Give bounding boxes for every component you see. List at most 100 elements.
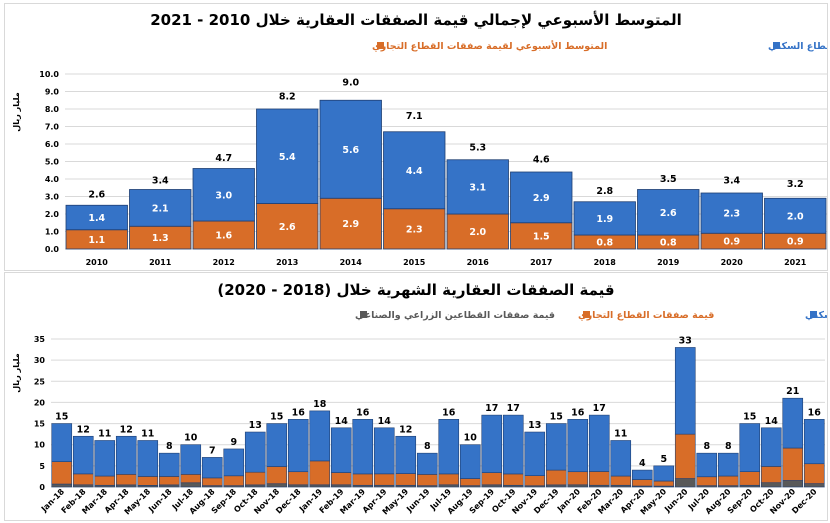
monthly-y-axis-label: مليار ريال: [12, 353, 21, 392]
bar-total-label: 14: [765, 416, 779, 427]
bar-segment: [383, 131, 446, 210]
bar-total-label: 2.6: [88, 190, 105, 201]
segment-value-label: 2.6: [279, 222, 296, 233]
bar-total-label: 8: [703, 441, 710, 452]
bar-total-label: 14: [335, 416, 349, 427]
legend-swatch-monthly-agri: [360, 311, 367, 318]
bar-segment: [573, 201, 636, 236]
bar-segment: [653, 465, 675, 482]
bar-segment: [180, 444, 202, 475]
segment-value-label: 2.0: [787, 211, 804, 222]
segment-value-label: 0.9: [787, 237, 804, 248]
bar-segment: [502, 414, 524, 475]
bar-total-label: 12: [399, 424, 412, 435]
bar-segment: [782, 480, 804, 488]
bar-segment: [803, 419, 825, 465]
x-tick-label: 2019: [657, 258, 680, 267]
y-tick-label: 30: [34, 356, 46, 365]
bar-segment: [760, 466, 782, 484]
legend-swatch-commercial: [377, 42, 384, 49]
bar-total-label: 4.7: [215, 153, 232, 164]
bar-total-label: 5: [660, 454, 667, 465]
bar-total-label: 10: [184, 433, 198, 444]
legend-label-residential: المتوسط الأسبوعي لقيمة صفقات القطاع السك…: [768, 40, 827, 52]
bar-segment: [223, 475, 245, 486]
bar-segment: [309, 484, 331, 488]
bar-total-label: 13: [249, 420, 262, 431]
bar-segment: [94, 440, 116, 477]
bar-segment: [700, 192, 763, 234]
bar-segment: [524, 475, 546, 487]
bar-segment: [696, 452, 718, 478]
bar-segment: [610, 475, 632, 486]
x-tick-label: Jun-18: [146, 487, 174, 515]
bar-segment: [524, 431, 546, 476]
y-tick-label: 5: [39, 462, 45, 471]
legend-swatch-residential: [773, 42, 780, 49]
x-tick-label: 2015: [403, 258, 426, 267]
bar-total-label: 13: [528, 420, 541, 431]
yearly-gridlines: [65, 73, 827, 250]
bar-total-label: 16: [356, 407, 370, 418]
bar-total-label: 8.2: [279, 92, 296, 103]
y-tick-label: 20: [34, 398, 46, 407]
bar-total-label: 16: [292, 407, 306, 418]
bar-segment: [631, 479, 653, 487]
segment-value-label: 2.1: [152, 203, 169, 214]
segment-value-label: 0.8: [596, 238, 613, 249]
bar-segment: [717, 475, 739, 486]
bar-segment: [158, 452, 180, 477]
bar-total-label: 9.0: [342, 78, 359, 89]
x-tick-label: Jun-19: [404, 487, 432, 515]
bar-total-label: 8: [424, 441, 431, 452]
bar-segment: [115, 484, 137, 488]
segment-value-label: 3.1: [469, 182, 486, 193]
bar-segment: [588, 414, 610, 472]
bar-segment: [158, 484, 180, 488]
bar-total-label: 11: [141, 428, 154, 439]
x-tick-label: 2016: [467, 258, 490, 267]
bar-segment: [192, 168, 255, 222]
bar-segment: [502, 473, 524, 486]
bar-segment: [330, 427, 352, 473]
x-tick-label: Jun-20: [662, 487, 690, 515]
monthly-values-chart: قيمة الصفقات العقارية الشهرية خلال (2018…: [12, 281, 827, 517]
bar-segment: [287, 419, 309, 473]
bar-total-label: 14: [378, 416, 392, 427]
monthly-bars: [51, 347, 825, 488]
bar-segment: [764, 197, 827, 234]
bar-segment: [438, 484, 460, 488]
bar-segment: [510, 171, 573, 224]
bar-segment: [72, 473, 94, 486]
bar-segment: [395, 473, 417, 486]
x-tick-label: 2021: [784, 258, 807, 267]
bar-segment: [244, 471, 266, 486]
bar-total-label: 11: [614, 428, 627, 439]
bar-segment: [129, 189, 192, 227]
bar-total-label: 8: [725, 441, 732, 452]
bar-segment: [395, 435, 417, 474]
bar-segment: [201, 477, 223, 486]
bar-total-label: 16: [442, 407, 456, 418]
y-tick-label: 15: [34, 420, 46, 429]
bar-segment: [65, 204, 128, 231]
segment-value-label: 1.9: [596, 214, 613, 225]
bar-segment: [674, 478, 696, 488]
bar-segment: [803, 483, 825, 488]
bar-segment: [115, 435, 137, 475]
bar-segment: [352, 419, 374, 475]
y-tick-label: 5.0: [45, 158, 60, 167]
segment-value-label: 1.3: [152, 233, 169, 244]
bar-segment: [137, 440, 159, 477]
bar-total-label: 4: [639, 458, 646, 469]
bar-segment: [674, 347, 696, 435]
bar-segment: [481, 414, 503, 473]
bar-segment: [373, 473, 395, 486]
bar-segment: [610, 440, 632, 477]
y-tick-label: 9.0: [45, 88, 60, 97]
y-tick-label: 10.0: [39, 70, 59, 79]
bar-total-label: 33: [679, 335, 692, 346]
x-tick-label: 2018: [594, 258, 617, 267]
bar-total-label: 15: [550, 412, 563, 423]
bar-total-label: 11: [98, 428, 111, 439]
